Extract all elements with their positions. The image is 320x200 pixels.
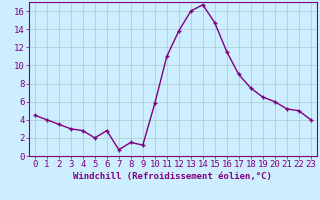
X-axis label: Windchill (Refroidissement éolien,°C): Windchill (Refroidissement éolien,°C) <box>73 172 272 181</box>
